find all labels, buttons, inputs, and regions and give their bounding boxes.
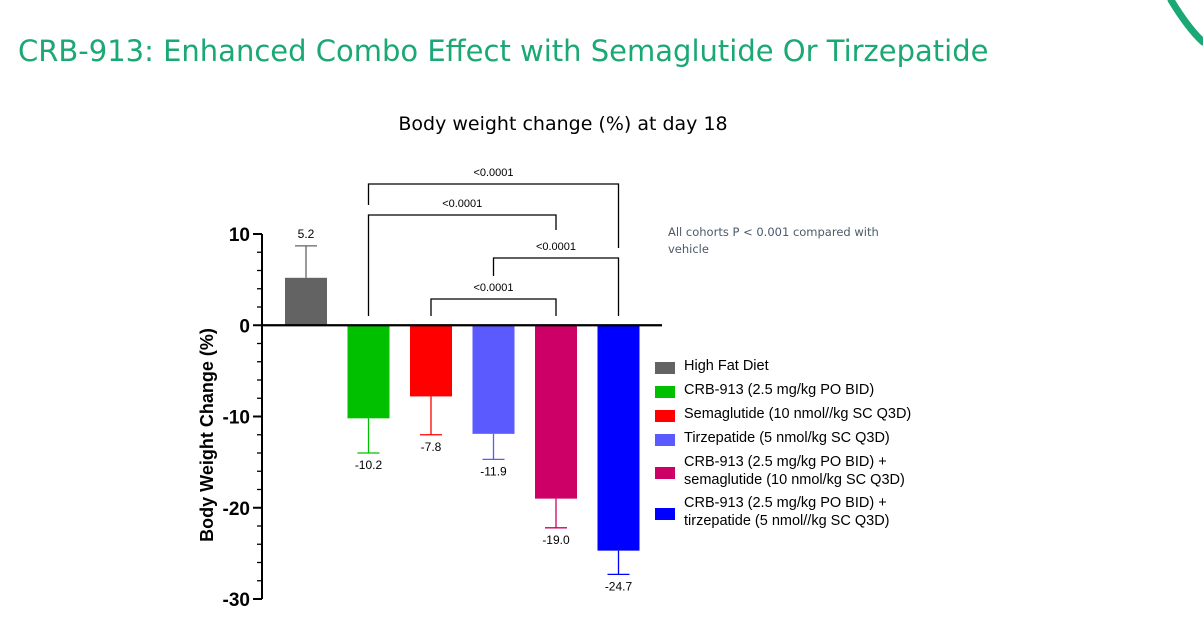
y-axis-label: Body Weight Change (%) [197,328,217,542]
legend-label: CRB-913 (2.5 mg/kg PO BID) [684,382,874,398]
legend-label: Semaglutide (10 nmol//kg SC Q3D) [684,406,911,422]
y-tick-label: -30 [223,590,250,611]
y-tick-label: 10 [229,225,250,246]
significance-bracket [367,214,557,316]
y-axis: 10 0 -10 -20 -30 [223,225,263,611]
legend-label: High Fat Diet [684,358,769,374]
significance-bracket [367,183,620,248]
legend-swatch [655,362,675,374]
legend-swatch [655,508,675,520]
significance-bracket [430,298,557,316]
y-tick-label: -10 [223,408,250,429]
data-label: 5.2 [298,227,315,241]
legend-label: tirzepatide (5 nmol//kg SC Q3D) [684,513,890,529]
bar [410,325,452,397]
bar [472,325,515,434]
legend: High Fat Diet CRB-913 (2.5 mg/kg PO BID) S… [655,358,911,529]
corner-arc-decoration [1167,0,1203,46]
legend-swatch [655,434,675,446]
legend-label: CRB-913 (2.5 mg/kg PO BID) + [684,495,887,511]
bar [347,325,390,419]
y-tick-label: 0 [239,316,250,337]
legend-swatch [655,467,675,479]
y-tick-label: -20 [223,499,250,520]
bar [285,277,327,326]
legend-swatch [655,410,675,422]
legend-label: Tirzepatide (5 nmol/kg SC Q3D) [684,430,890,446]
data-label: -11.9 [480,464,507,478]
chart-title: Body weight change (%) at day 18 [398,113,727,135]
legend-label: semaglutide (10 nmol/kg SC Q3D) [684,472,905,488]
significance-bracket [492,257,620,316]
bars: 5.2 -10.2 -7.8 -11.9 -19.0 -24.7 [262,227,662,593]
data-label: -19.0 [542,533,570,547]
legend-swatch [655,386,675,398]
data-label: -24.7 [605,579,633,593]
significance-note: All cohorts P < 0.001 compared with vehi… [668,225,879,256]
data-label: -7.8 [421,440,442,454]
p-value-label: <0.0001 [473,167,513,179]
significance-brackets: <0.0001 <0.0001 <0.0001 <0.0001 [367,167,620,316]
data-label: -10.2 [355,458,383,472]
p-value-label: <0.0001 [536,241,576,253]
legend-label: CRB-913 (2.5 mg/kg PO BID) + [684,454,887,470]
bar [535,325,577,499]
slide-title: CRB-913: Enhanced Combo Effect with Sema… [18,34,989,68]
p-value-label: <0.0001 [473,282,513,294]
bar [597,325,640,551]
p-value-label: <0.0001 [442,198,482,210]
